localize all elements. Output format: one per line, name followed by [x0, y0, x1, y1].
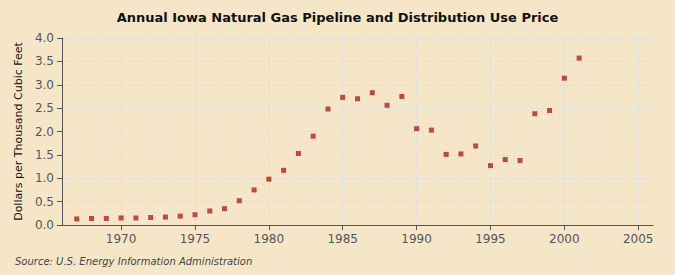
- svg-text:Annual Iowa Natural Gas Pipeli: Annual Iowa Natural Gas Pipeline and Dis…: [117, 10, 559, 25]
- svg-text:1985: 1985: [327, 232, 358, 246]
- svg-text:Source: U.S. Energy Informatio: Source: U.S. Energy Information Administ…: [15, 256, 252, 267]
- svg-text:Dollars per Thousand Cubic Fee: Dollars per Thousand Cubic Feet: [12, 41, 25, 220]
- svg-text:2000: 2000: [549, 232, 580, 246]
- svg-text:1975: 1975: [180, 232, 211, 246]
- svg-text:1980: 1980: [254, 232, 285, 246]
- svg-text:1.0: 1.0: [35, 171, 54, 185]
- svg-text:3.5: 3.5: [35, 54, 54, 68]
- svg-text:4.0: 4.0: [35, 31, 54, 45]
- svg-text:1970: 1970: [106, 232, 137, 246]
- svg-text:0.5: 0.5: [35, 195, 54, 209]
- svg-text:3.0: 3.0: [35, 78, 54, 92]
- svg-text:1990: 1990: [401, 232, 432, 246]
- svg-text:1995: 1995: [475, 232, 506, 246]
- svg-text:2.5: 2.5: [35, 101, 54, 115]
- svg-text:1.5: 1.5: [35, 148, 54, 162]
- svg-text:2.0: 2.0: [35, 125, 54, 139]
- svg-text:2005: 2005: [623, 232, 654, 246]
- svg-text:0.0: 0.0: [35, 218, 54, 232]
